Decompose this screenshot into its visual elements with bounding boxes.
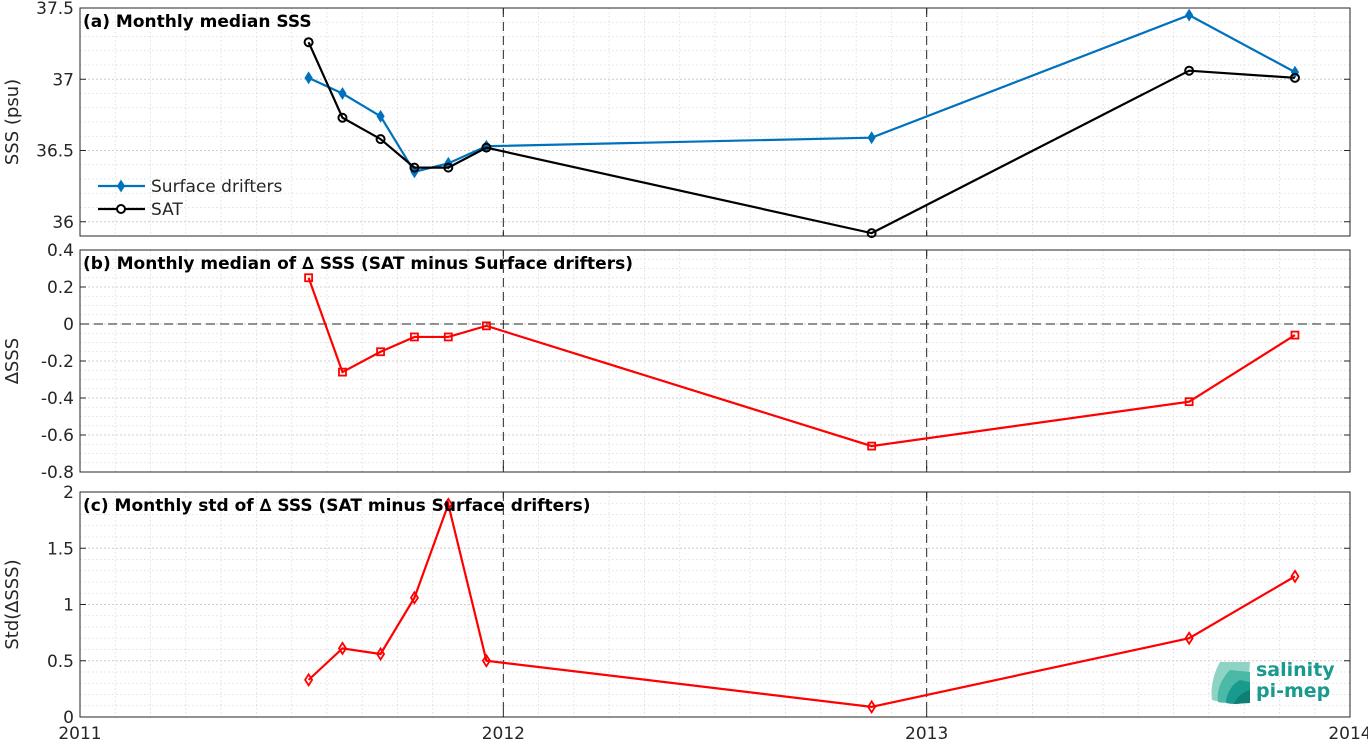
- y-tick-label: 36: [52, 213, 74, 233]
- data-point: [867, 699, 877, 715]
- legend-label: Surface drifters: [151, 177, 282, 197]
- y-tick-label: -0.2: [41, 352, 74, 372]
- y-tick-label: 37: [52, 70, 74, 90]
- series-sat: [303, 37, 1300, 239]
- x-tick-label: 2012: [482, 724, 525, 744]
- data-point: [304, 672, 314, 688]
- axes-frame: [79, 7, 1351, 237]
- series-line: [307, 500, 1296, 708]
- x-tick-label: 2013: [905, 724, 948, 744]
- y-tick-label: -0.4: [41, 389, 74, 409]
- y-tick-label: -0.8: [41, 463, 74, 483]
- series-delta-sss-b: [304, 273, 1300, 451]
- data-point: [1184, 631, 1194, 646]
- data-point: [409, 590, 419, 605]
- y-tick-label: 2: [63, 483, 74, 503]
- data-point: [443, 332, 453, 342]
- logo-line1: salinity: [1256, 659, 1335, 681]
- data-point: [303, 37, 314, 48]
- data-point: [304, 71, 313, 85]
- series-delta-sss-c: [304, 497, 1300, 715]
- data-point: [481, 321, 491, 331]
- y-tick-label: 1.5: [47, 539, 74, 559]
- y-tick-label: 1: [63, 596, 74, 616]
- data-point: [1290, 330, 1300, 340]
- panel-title: (c) Monthly std of ∆ SSS (SAT minus Surf…: [83, 496, 590, 516]
- data-point: [376, 646, 386, 662]
- panel-b: 0.4 0.2 0 -0.2 -0.4 -0.6 -0.8 ∆SSS (b) Monthly m…: [2, 241, 1351, 483]
- data-point: [337, 641, 348, 656]
- data-point: [338, 87, 347, 100]
- data-point: [443, 497, 453, 512]
- data-point: [376, 109, 385, 123]
- data-point: [338, 367, 347, 377]
- data-point: [376, 347, 385, 357]
- y-tick-label: 37.5: [36, 0, 74, 19]
- series-line: [307, 41, 1296, 235]
- y-tick-label: 0.5: [47, 652, 74, 672]
- data-point: [866, 228, 877, 239]
- y-tick-label: 0: [63, 708, 74, 728]
- data-point: [481, 653, 491, 668]
- series-line: [307, 277, 1296, 448]
- data-point: [1290, 569, 1300, 584]
- legend-label: SAT: [151, 200, 183, 220]
- data-point: [867, 441, 877, 451]
- data-point: [409, 162, 420, 173]
- panel-title: (b) Monthly median of ∆ SSS (SAT minus S…: [83, 254, 633, 274]
- y-tick-label: -0.6: [41, 426, 74, 446]
- y-tick-label: 0: [63, 315, 74, 335]
- y-tick-label: 0.2: [47, 278, 74, 298]
- legend: Surface drifters SAT: [98, 177, 282, 220]
- y-axis-label: ∆SSS: [2, 338, 23, 385]
- data-point: [1184, 397, 1194, 407]
- data-point: [1184, 65, 1195, 76]
- data-point: [867, 131, 876, 145]
- wave-logo-icon: [1211, 662, 1250, 704]
- salinity-pi-mep-logo: salinity pi-mep: [1211, 659, 1335, 704]
- x-tick-label: 2011: [58, 724, 101, 744]
- data-point: [410, 332, 419, 342]
- y-axis-label: Std(∆SSS): [2, 559, 23, 649]
- panel-a: 37.5 37 36.5 36 SSS (psu) (a) Monthly median …: [2, 0, 1351, 239]
- data-point: [443, 162, 454, 173]
- data-point: [304, 273, 314, 283]
- x-tick-label: 2014: [1328, 724, 1368, 744]
- panel-title: (a) Monthly median SSS: [83, 12, 312, 32]
- data-point: [1289, 72, 1300, 83]
- y-tick-label: 0.4: [47, 241, 74, 261]
- data-point: [1185, 8, 1194, 22]
- y-tick-label: 36.5: [36, 142, 74, 162]
- y-axis-label: SSS (psu): [2, 79, 23, 165]
- data-point: [375, 134, 386, 145]
- legend-marker: [116, 179, 126, 193]
- logo-line2: pi-mep: [1256, 680, 1330, 702]
- data-point: [337, 112, 348, 123]
- data-point: [481, 142, 492, 153]
- legend-marker: [116, 204, 126, 214]
